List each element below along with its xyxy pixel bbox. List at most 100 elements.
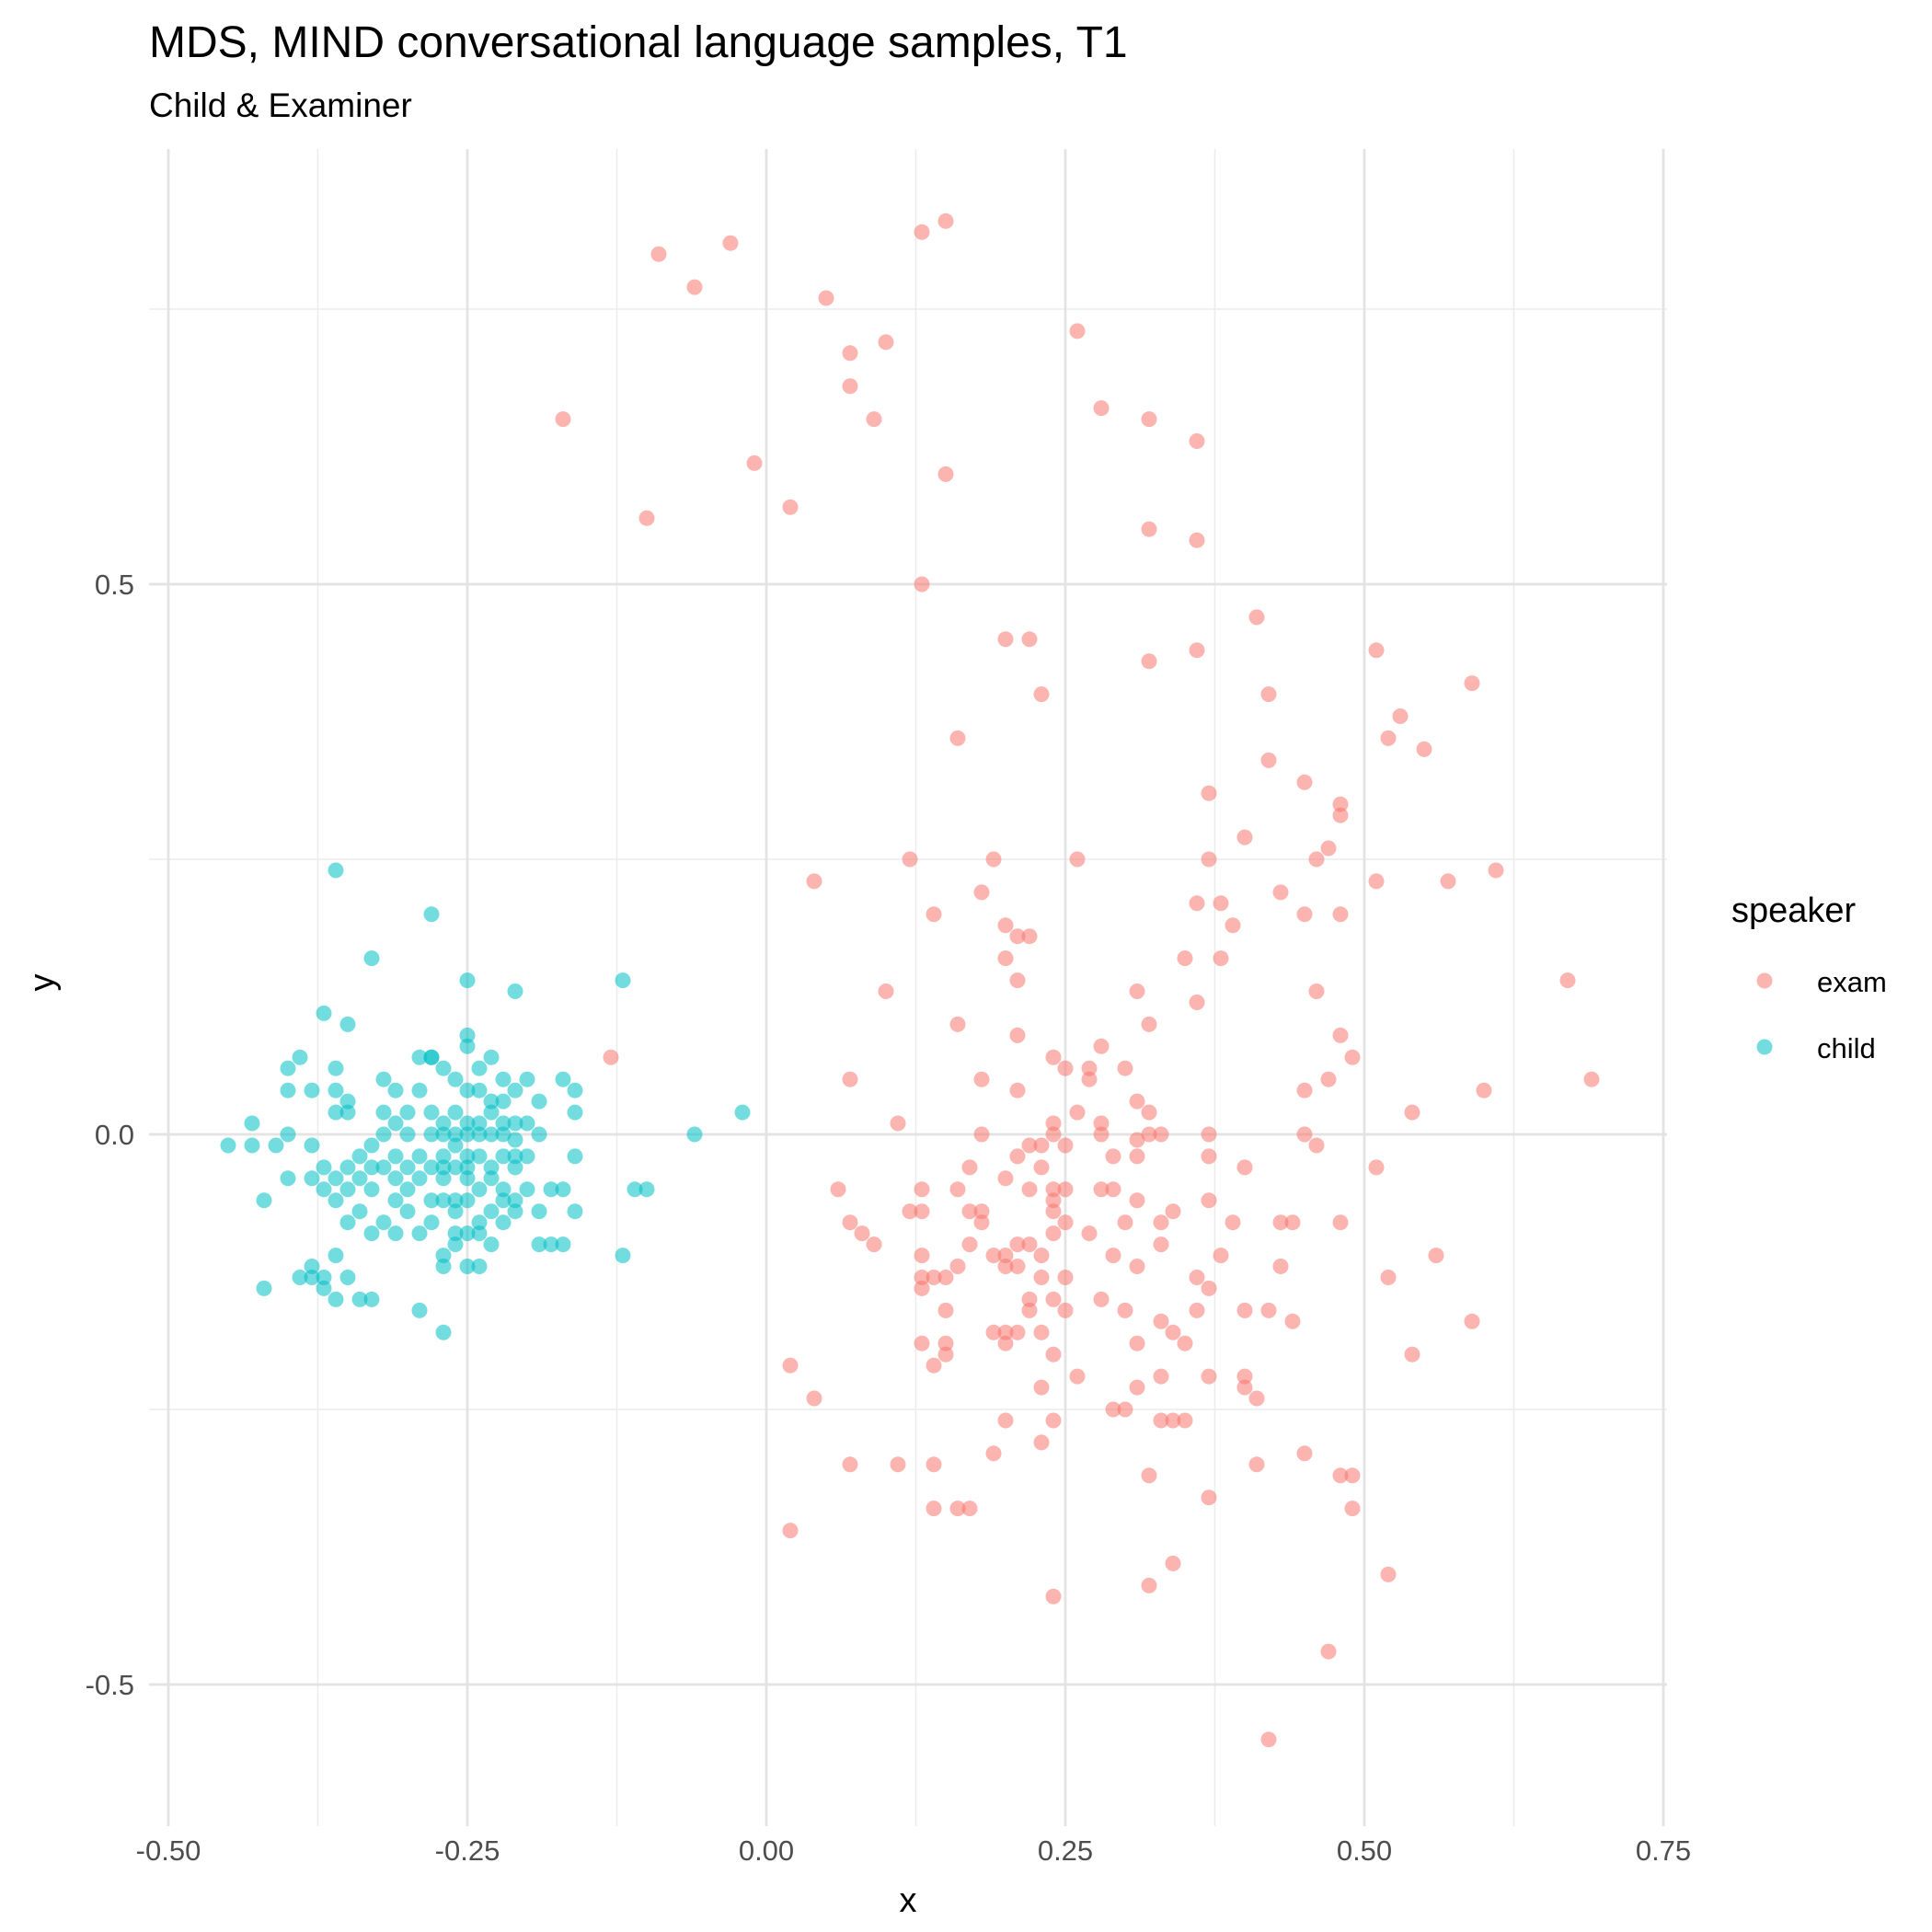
point-child xyxy=(734,1104,751,1121)
point-exam xyxy=(1033,1137,1050,1154)
point-exam xyxy=(746,454,763,471)
point-exam xyxy=(914,576,930,592)
point-exam xyxy=(1009,1324,1026,1340)
point-child xyxy=(339,1016,356,1032)
point-exam xyxy=(1117,1214,1133,1231)
point-exam xyxy=(1045,1049,1062,1065)
point-exam xyxy=(1033,1434,1050,1451)
point-exam xyxy=(1033,1270,1050,1285)
point-child xyxy=(339,1093,356,1110)
point-child xyxy=(459,1225,476,1242)
chart-subtitle: Child & Examiner xyxy=(149,86,412,124)
point-exam xyxy=(1236,829,1253,845)
point-child xyxy=(411,1082,428,1098)
point-exam xyxy=(1272,1214,1289,1231)
point-exam xyxy=(1009,972,1026,989)
point-exam xyxy=(1368,642,1385,659)
point-child xyxy=(268,1137,284,1154)
point-exam xyxy=(1153,1313,1169,1329)
point-exam xyxy=(1296,1445,1313,1462)
point-exam xyxy=(1045,1346,1062,1363)
point-child xyxy=(256,1192,272,1209)
point-exam xyxy=(1201,1126,1217,1143)
point-exam xyxy=(1057,1302,1074,1318)
point-exam xyxy=(1296,906,1313,923)
point-child xyxy=(638,1181,655,1198)
point-child xyxy=(686,1126,703,1143)
point-exam xyxy=(1045,1126,1062,1143)
point-exam xyxy=(926,1456,942,1473)
point-exam xyxy=(949,1259,966,1274)
point-exam xyxy=(1189,433,1205,449)
point-exam xyxy=(973,1071,990,1087)
point-exam xyxy=(973,1203,990,1220)
point-exam xyxy=(997,1248,1014,1264)
point-exam xyxy=(1368,873,1385,890)
point-exam xyxy=(1236,1159,1253,1176)
point-exam xyxy=(890,1456,906,1473)
point-exam xyxy=(1308,851,1325,868)
point-child xyxy=(387,1115,404,1132)
point-exam xyxy=(1129,1335,1145,1351)
point-child xyxy=(531,1126,547,1143)
point-exam xyxy=(1021,1236,1038,1253)
point-exam xyxy=(1248,1456,1265,1473)
point-child xyxy=(351,1148,368,1165)
point-exam xyxy=(937,1346,954,1363)
point-child xyxy=(292,1270,308,1285)
point-child xyxy=(567,1148,583,1165)
point-child xyxy=(399,1104,416,1121)
point-exam xyxy=(1081,1225,1098,1242)
point-child xyxy=(471,1259,488,1274)
point-exam xyxy=(1045,1203,1062,1220)
point-child xyxy=(339,1214,356,1231)
point-child xyxy=(339,1159,356,1176)
point-exam xyxy=(1093,1291,1110,1307)
point-child xyxy=(483,1126,500,1143)
point-exam xyxy=(973,1214,990,1231)
point-exam xyxy=(1272,884,1289,901)
point-exam xyxy=(1248,1390,1265,1407)
point-child xyxy=(459,1148,476,1165)
point-child xyxy=(328,1104,344,1121)
point-exam xyxy=(961,1236,978,1253)
point-exam xyxy=(1368,1159,1385,1176)
point-exam xyxy=(1057,1270,1074,1285)
point-exam xyxy=(1033,1324,1050,1340)
point-child xyxy=(411,1302,428,1318)
point-exam xyxy=(782,1357,799,1374)
point-exam xyxy=(854,1225,870,1242)
point-child xyxy=(304,1270,320,1285)
point-exam xyxy=(722,235,739,251)
point-exam xyxy=(937,1270,954,1285)
point-child xyxy=(339,1104,356,1121)
point-child xyxy=(375,1159,392,1176)
point-exam xyxy=(890,1115,906,1132)
point-exam xyxy=(1129,1192,1145,1209)
point-exam xyxy=(1021,1137,1038,1154)
point-exam xyxy=(902,1203,918,1220)
point-child xyxy=(615,972,631,989)
point-exam xyxy=(1069,851,1086,868)
point-exam xyxy=(1392,708,1409,724)
point-exam xyxy=(1189,642,1205,659)
point-exam xyxy=(914,1335,930,1351)
point-exam xyxy=(1260,1731,1277,1748)
point-exam xyxy=(1129,1148,1145,1165)
point-child xyxy=(507,1148,523,1165)
point-child xyxy=(363,1291,380,1307)
x-tick-label: -0.25 xyxy=(435,1834,500,1867)
point-exam xyxy=(1069,1368,1086,1385)
point-child xyxy=(471,1060,488,1076)
point-exam xyxy=(1081,1060,1098,1076)
point-child xyxy=(507,1132,523,1148)
point-child xyxy=(507,983,523,999)
point-child xyxy=(280,1082,296,1098)
point-exam xyxy=(997,950,1014,967)
point-exam xyxy=(1213,950,1229,967)
point-exam xyxy=(985,1248,1002,1264)
x-tick-label: -0.50 xyxy=(136,1834,201,1867)
point-exam xyxy=(1213,895,1229,912)
point-exam xyxy=(1260,1302,1277,1318)
point-child xyxy=(567,1082,583,1098)
